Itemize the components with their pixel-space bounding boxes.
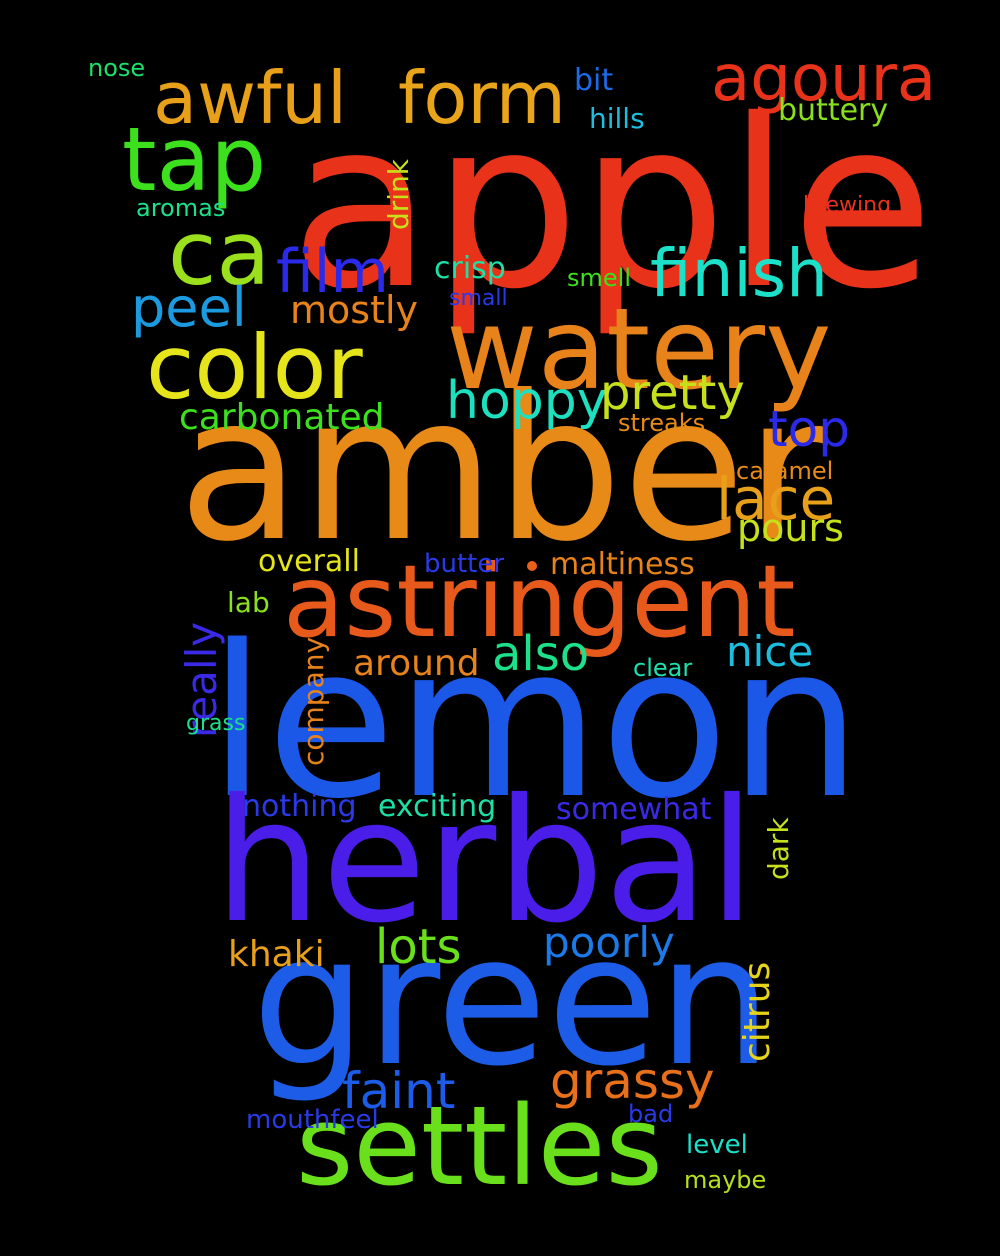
word-also: also — [492, 626, 589, 682]
word-caramel: caramel — [736, 457, 833, 485]
word-grassy: grassy — [550, 1052, 715, 1110]
word-mouthfeel: mouthfeel — [246, 1105, 379, 1135]
word-lemon: lemon — [208, 600, 862, 845]
word-crisp: crisp — [434, 251, 506, 286]
word-maltiness: maltiness — [550, 547, 695, 582]
word-brewing: brewing — [803, 193, 891, 218]
word-company: company — [297, 637, 330, 766]
word-agoura: agoura — [711, 42, 936, 116]
word-nice: nice — [726, 627, 813, 676]
word-awful: awful — [153, 56, 347, 140]
word-watery: watery — [446, 285, 831, 415]
word-butter: butter — [424, 549, 504, 579]
word-somewhat: somewhat — [556, 792, 712, 827]
word-bad: bad — [628, 1100, 673, 1128]
word-pours: pours — [737, 506, 844, 550]
word-amber: amber — [178, 353, 828, 586]
word-lab: lab — [227, 586, 270, 619]
word-faint: faint — [342, 1062, 455, 1120]
word-exciting: exciting — [378, 789, 496, 824]
word-citrus: citrus — [737, 962, 778, 1062]
word-color: color — [146, 316, 364, 419]
word-finish: finish — [650, 235, 828, 312]
word-carbonated: carbonated — [179, 397, 385, 438]
word-maybe: maybe — [684, 1166, 766, 1194]
word-form: form — [398, 56, 566, 140]
word-grass: grass — [186, 711, 245, 736]
word-top: top — [768, 400, 850, 458]
word-tap: tap — [122, 108, 266, 211]
word-smell: smell — [567, 264, 631, 292]
word-drink: drink — [382, 158, 415, 230]
word-astringent: astringent — [283, 543, 795, 660]
word-bit: bit — [574, 63, 613, 98]
word-lots: lots — [375, 919, 462, 975]
word-green: green — [252, 897, 772, 1106]
word-mostly: mostly — [290, 288, 418, 332]
word-streaks: streaks — [618, 409, 705, 437]
word-peel: peel — [131, 276, 247, 339]
word-hills: hills — [589, 102, 645, 135]
word-level: level — [686, 1130, 748, 1160]
word-lace: lace — [716, 465, 835, 533]
word-poorly: poorly — [543, 918, 675, 967]
word-really: really — [177, 622, 226, 738]
word-nose: nose — [88, 54, 145, 82]
word-dark: dark — [762, 817, 795, 880]
word-clear: clear — [633, 654, 692, 682]
word-small: small — [449, 286, 508, 311]
word-buttery: buttery — [778, 93, 888, 128]
dot-mark — [527, 561, 537, 571]
word-overall: overall — [258, 544, 360, 579]
word-khaki: khaki — [228, 934, 325, 975]
word-nothing: nothing — [242, 789, 357, 824]
word-apple: apple — [290, 70, 934, 340]
word-film: film — [276, 237, 389, 307]
word-pretty: pretty — [600, 365, 745, 421]
word-around: around — [353, 643, 480, 684]
word-herbal: herbal — [214, 763, 756, 961]
word-ca: ca — [168, 202, 270, 305]
word-hoppy: hoppy — [446, 371, 608, 431]
word-settles: settles — [296, 1082, 663, 1210]
word-aromas: aromas — [136, 194, 225, 222]
